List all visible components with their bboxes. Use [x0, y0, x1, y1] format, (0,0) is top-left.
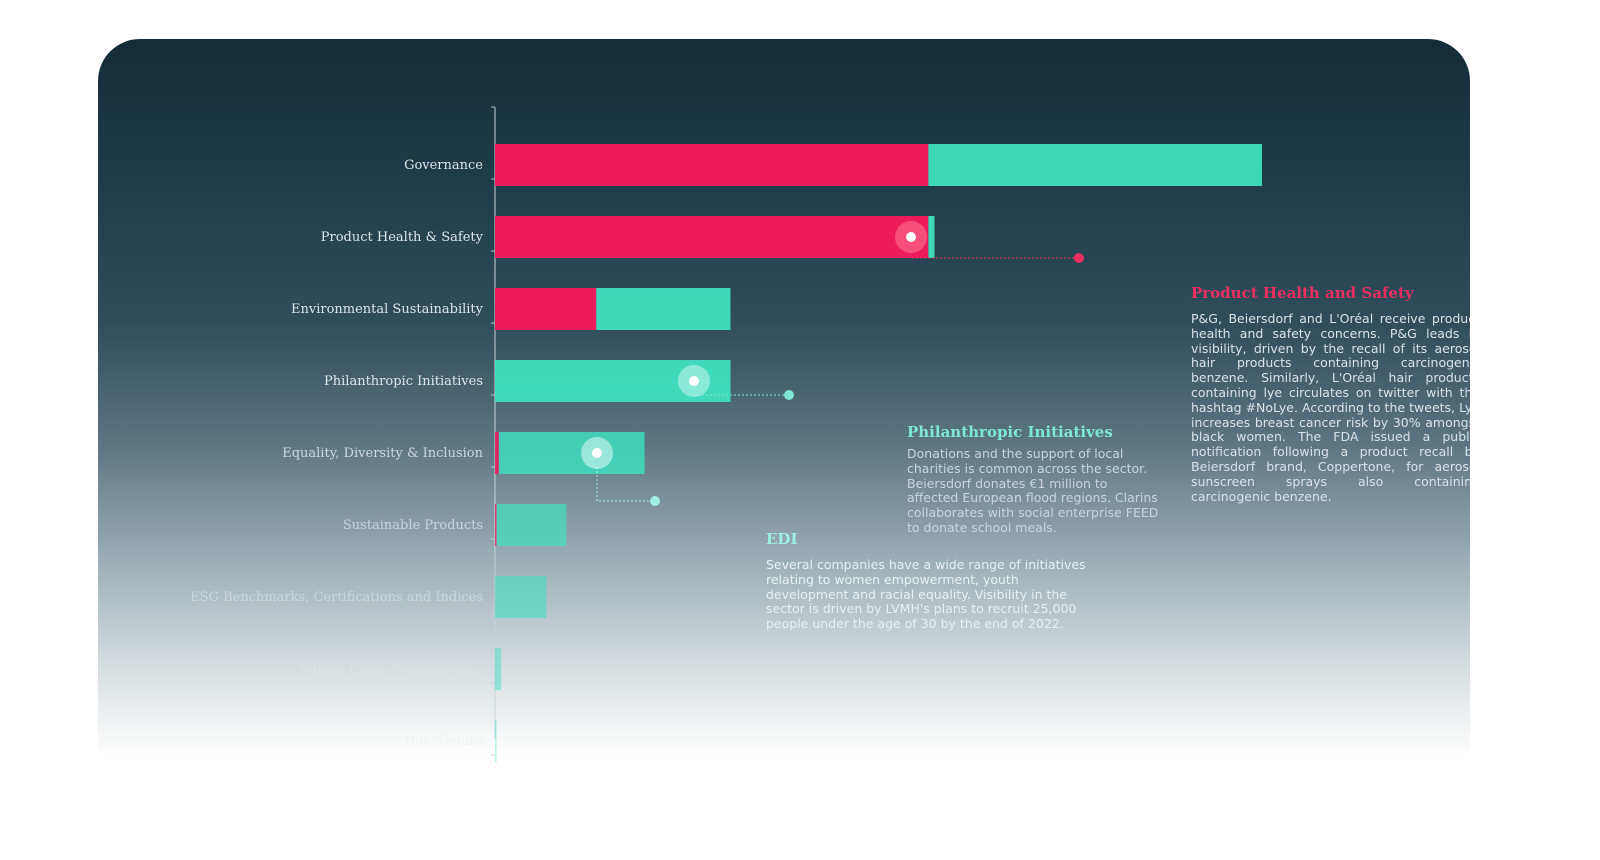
category-label: Governance — [404, 158, 483, 173]
annotation-title-edi: EDI — [766, 530, 798, 548]
bar-segment-series-2 — [596, 288, 731, 330]
annotation-leader-line — [596, 467, 655, 502]
annotation-marker-dot — [689, 376, 699, 386]
annotation-body-product-health-safety: P&G, Beiersdorf and L'Oréal receive prod… — [1191, 311, 1470, 504]
bar-segment-series-2 — [928, 144, 1262, 186]
chart-panel: Governance Product Health & Safety Environ… — [98, 39, 1470, 779]
annotation-endpoint-dot — [784, 390, 794, 400]
annotation-body-edi: Several companies have a wide range of i… — [766, 557, 1086, 632]
annotation-title-philanthropic-initiatives: Philanthropic Initiatives — [907, 423, 1113, 441]
annotation-body-philanthropic-initiatives: Donations and the support of local chari… — [907, 446, 1159, 535]
bar-segment-series-2 — [928, 216, 935, 258]
category-label: Philanthropic Initiatives — [324, 374, 483, 389]
annotation-marker-dot — [906, 232, 916, 242]
category-label: Gov. Tenure — [405, 734, 484, 749]
category-label: Equality, Diversity & Inclusion — [282, 446, 483, 461]
annotation-leader-line — [910, 251, 1079, 259]
bar-segment-series-2 — [498, 432, 645, 474]
bar-segment-series-2 — [495, 576, 547, 618]
annotation-marker-dot — [592, 448, 602, 458]
bar-segment-series-2 — [496, 504, 567, 546]
category-label: Environmental Sustainability — [291, 302, 484, 317]
bar-segment-series-1 — [495, 288, 597, 330]
bar-segment-series-1 — [495, 432, 499, 474]
bar-segment-series-1 — [495, 144, 929, 186]
annotation-endpoint-dot — [1074, 253, 1084, 263]
bar-segment-series-1 — [495, 216, 929, 258]
bar-segment-series-2 — [495, 720, 497, 762]
annotation-endpoint-dot — [650, 496, 660, 506]
annotation-title-product-health-safety: Product Health and Safety — [1191, 284, 1414, 302]
category-label: Supply Chain Transparency — [300, 662, 484, 677]
category-label: ESG Benchmarks, Certifications and Indic… — [190, 590, 483, 605]
stacked-bar-chart: Governance Product Health & Safety Environ… — [190, 106, 1262, 762]
bar-segment-series-2 — [495, 648, 502, 690]
bar-segment-series-1 — [495, 504, 497, 546]
category-label: Product Health & Safety — [321, 230, 484, 245]
category-label: Sustainable Products — [343, 518, 483, 533]
